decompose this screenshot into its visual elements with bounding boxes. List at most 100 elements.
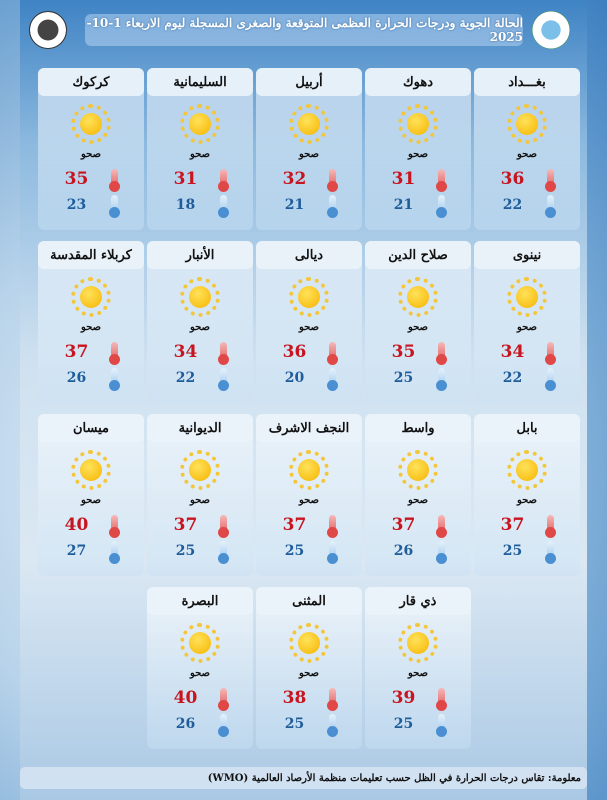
weather-condition: صحو [80, 322, 102, 333]
hot-thermometer-icon [435, 169, 447, 192]
weather-condition: صحو [80, 149, 102, 160]
hot-thermometer-icon [108, 515, 120, 538]
min-temperature: 21 [393, 197, 414, 213]
city-card: ذي قار صحو 39 25 [365, 587, 471, 749]
hot-thermometer-icon [217, 688, 229, 711]
weather-condition: صحو [516, 495, 538, 506]
cold-thermometer-icon [108, 195, 120, 218]
max-temperature: 37 [391, 515, 416, 535]
hot-thermometer-icon [326, 688, 338, 711]
hot-thermometer-icon [326, 515, 338, 538]
weather-condition: صحو [407, 149, 429, 160]
weather-condition: صحو [189, 149, 211, 160]
city-name: ذي قار [365, 587, 471, 615]
weather-condition: صحو [189, 668, 211, 679]
city-card: أربيل صحو 32 21 [256, 68, 362, 230]
city-card: بغـــداد صحو 36 22 [474, 68, 580, 230]
city-card: المثنى صحو 38 25 [256, 587, 362, 749]
cold-thermometer-icon [326, 714, 338, 737]
sun-icon [289, 623, 329, 663]
city-name: نينوى [474, 241, 580, 269]
cold-thermometer-icon [544, 541, 556, 564]
footer-note: معلومة: تقاس درجات الحرارة في الظل حسب ت… [20, 767, 587, 789]
city-name: دهوك [365, 68, 471, 96]
max-temperature: 37 [500, 515, 525, 535]
sun-icon [398, 623, 438, 663]
max-temperature: 40 [173, 688, 198, 708]
city-name: كركوك [38, 68, 144, 96]
min-temperature: 25 [393, 716, 414, 732]
weather-condition: صحو [80, 495, 102, 506]
city-card: ميسان صحو 40 27 [38, 414, 144, 576]
max-temperature: 31 [391, 169, 416, 189]
hot-thermometer-icon [435, 688, 447, 711]
city-card: كركوك صحو 35 23 [38, 68, 144, 230]
cold-thermometer-icon [326, 195, 338, 218]
sun-icon [289, 104, 329, 144]
min-temperature: 26 [175, 716, 196, 732]
hot-thermometer-icon [435, 515, 447, 538]
hot-thermometer-icon [326, 342, 338, 365]
min-temperature: 20 [284, 370, 305, 386]
min-temperature: 21 [284, 197, 305, 213]
sun-icon [398, 277, 438, 317]
min-temperature: 23 [66, 197, 87, 213]
hot-thermometer-icon [217, 169, 229, 192]
city-name: ديالى [256, 241, 362, 269]
city-card: نينوى صحو 34 22 [474, 241, 580, 403]
city-name: كربلاء المقدسة [38, 241, 144, 269]
cold-thermometer-icon [217, 368, 229, 391]
weather-condition: صحو [516, 322, 538, 333]
weather-condition: صحو [298, 322, 320, 333]
page-title: الحالة الجوية ودرجات الحرارة العظمى المت… [85, 14, 523, 46]
max-temperature: 38 [282, 688, 307, 708]
city-name: بابل [474, 414, 580, 442]
meteorology-logo [29, 11, 67, 49]
cold-thermometer-icon [326, 368, 338, 391]
city-name: بغـــداد [474, 68, 580, 96]
city-card: كربلاء المقدسة صحو 37 26 [38, 241, 144, 403]
cold-thermometer-icon [435, 368, 447, 391]
min-temperature: 18 [175, 197, 196, 213]
hot-thermometer-icon [108, 169, 120, 192]
cities-grid: بغـــداد صحو 36 22 دهوك صحو 31 21 أربيل صح… [38, 68, 580, 749]
weather-organization-logo [532, 11, 570, 49]
hot-thermometer-icon [544, 515, 556, 538]
sun-icon [180, 450, 220, 490]
hot-thermometer-icon [326, 169, 338, 192]
city-name: ميسان [38, 414, 144, 442]
hot-thermometer-icon [217, 515, 229, 538]
city-name: المثنى [256, 587, 362, 615]
min-temperature: 27 [66, 543, 87, 559]
weather-condition: صحو [189, 495, 211, 506]
max-temperature: 36 [282, 342, 307, 362]
city-card: السليمانية صحو 31 18 [147, 68, 253, 230]
max-temperature: 34 [500, 342, 525, 362]
sun-icon [180, 104, 220, 144]
weather-condition: صحو [298, 668, 320, 679]
weather-condition: صحو [298, 495, 320, 506]
cold-thermometer-icon [217, 195, 229, 218]
min-temperature: 22 [175, 370, 196, 386]
city-name: الديوانية [147, 414, 253, 442]
max-temperature: 39 [391, 688, 416, 708]
min-temperature: 25 [284, 543, 305, 559]
cold-thermometer-icon [217, 541, 229, 564]
sun-icon [71, 450, 111, 490]
min-temperature: 25 [502, 543, 523, 559]
min-temperature: 22 [502, 370, 523, 386]
sun-icon [289, 277, 329, 317]
city-card: البصرة صحو 40 26 [147, 587, 253, 749]
city-name: النجف الاشرف [256, 414, 362, 442]
weather-condition: صحو [407, 322, 429, 333]
cold-thermometer-icon [544, 195, 556, 218]
weather-condition: صحو [298, 149, 320, 160]
min-temperature: 25 [175, 543, 196, 559]
city-name: السليمانية [147, 68, 253, 96]
max-temperature: 35 [64, 169, 89, 189]
city-card: دهوك صحو 31 21 [365, 68, 471, 230]
sun-icon [398, 104, 438, 144]
hot-thermometer-icon [544, 342, 556, 365]
city-card: ديالى صحو 36 20 [256, 241, 362, 403]
max-temperature: 31 [173, 169, 198, 189]
